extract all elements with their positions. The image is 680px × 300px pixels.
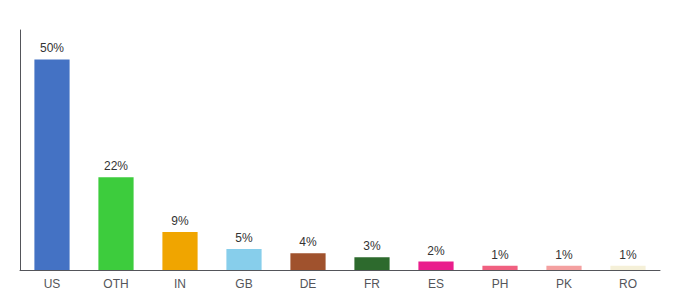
- svg-text:5%: 5%: [235, 231, 253, 245]
- svg-text:4%: 4%: [299, 235, 317, 249]
- svg-text:ES: ES: [428, 277, 444, 291]
- svg-text:RO: RO: [619, 277, 637, 291]
- svg-text:3%: 3%: [363, 239, 381, 253]
- svg-text:FR: FR: [364, 277, 380, 291]
- svg-text:9%: 9%: [171, 214, 189, 228]
- svg-text:1%: 1%: [619, 248, 637, 262]
- svg-text:1%: 1%: [491, 248, 509, 262]
- svg-text:PH: PH: [492, 277, 509, 291]
- svg-text:IN: IN: [174, 277, 186, 291]
- svg-text:50%: 50%: [40, 41, 64, 55]
- svg-text:OTH: OTH: [103, 277, 128, 291]
- svg-text:US: US: [44, 277, 61, 291]
- svg-text:2%: 2%: [427, 244, 445, 258]
- svg-text:DE: DE: [300, 277, 317, 291]
- svg-text:GB: GB: [235, 277, 252, 291]
- svg-text:1%: 1%: [555, 248, 573, 262]
- svg-text:22%: 22%: [104, 159, 128, 173]
- svg-text:PK: PK: [556, 277, 572, 291]
